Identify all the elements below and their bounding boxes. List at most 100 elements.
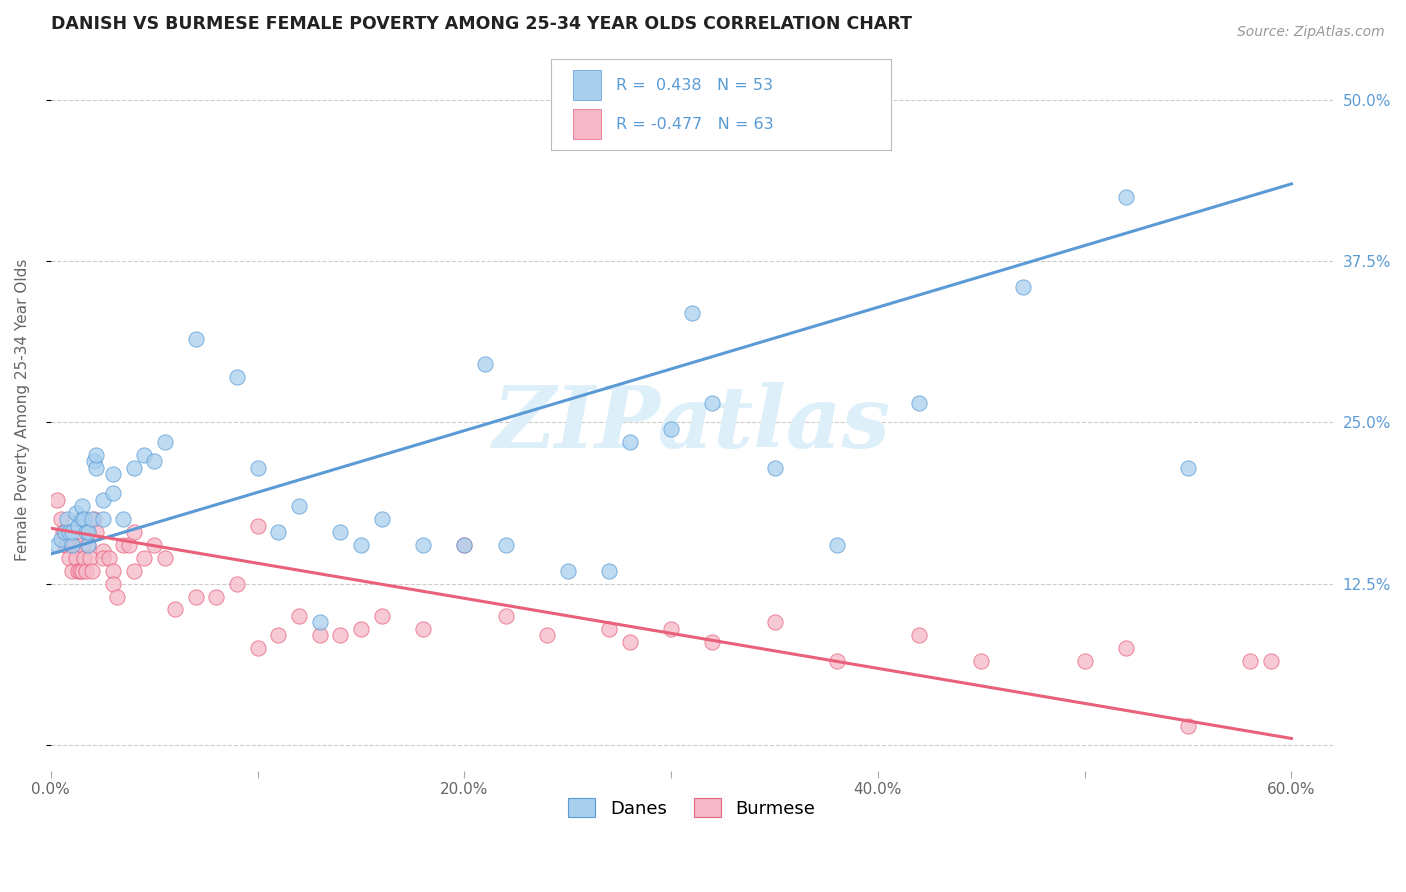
Point bbox=[1115, 641, 1137, 656]
Point bbox=[122, 525, 145, 540]
Point bbox=[69, 564, 91, 578]
Point bbox=[70, 512, 93, 526]
Point bbox=[60, 525, 83, 540]
Point bbox=[288, 608, 311, 623]
Point bbox=[246, 641, 269, 656]
Point bbox=[82, 564, 104, 578]
Point bbox=[412, 538, 434, 552]
Point bbox=[153, 434, 176, 449]
Point bbox=[226, 370, 249, 384]
Point bbox=[53, 525, 76, 540]
Point bbox=[62, 538, 84, 552]
Point bbox=[73, 512, 96, 526]
Point bbox=[536, 628, 558, 642]
Point bbox=[205, 590, 228, 604]
Y-axis label: Female Poverty Among 25-34 Year Olds: Female Poverty Among 25-34 Year Olds bbox=[15, 259, 30, 561]
Point bbox=[1177, 460, 1199, 475]
Point bbox=[681, 306, 703, 320]
Legend: Danes, Burmese: Danes, Burmese bbox=[560, 789, 824, 827]
Point bbox=[58, 525, 80, 540]
Point bbox=[1115, 190, 1137, 204]
Point bbox=[75, 525, 97, 540]
Point bbox=[91, 492, 114, 507]
Point bbox=[86, 460, 108, 475]
Point bbox=[1177, 718, 1199, 732]
Point bbox=[83, 512, 105, 526]
Point bbox=[143, 454, 166, 468]
Point bbox=[908, 628, 931, 642]
Point bbox=[619, 434, 641, 449]
Point bbox=[329, 525, 352, 540]
Point bbox=[143, 538, 166, 552]
Point bbox=[763, 460, 786, 475]
Point bbox=[329, 628, 352, 642]
Point bbox=[370, 512, 392, 526]
Point bbox=[763, 615, 786, 630]
Point bbox=[226, 576, 249, 591]
FancyBboxPatch shape bbox=[572, 109, 600, 139]
FancyBboxPatch shape bbox=[551, 59, 890, 150]
Point bbox=[659, 422, 682, 436]
Point bbox=[1239, 654, 1261, 668]
Point bbox=[65, 506, 87, 520]
Point bbox=[66, 564, 89, 578]
Point bbox=[1073, 654, 1095, 668]
Point bbox=[702, 634, 724, 648]
Point bbox=[97, 550, 120, 565]
Point bbox=[52, 525, 75, 540]
Text: ZIPatlas: ZIPatlas bbox=[492, 383, 891, 466]
Point bbox=[308, 628, 330, 642]
Point bbox=[118, 538, 141, 552]
Text: R = -0.477   N = 63: R = -0.477 N = 63 bbox=[616, 117, 773, 132]
Point bbox=[105, 590, 128, 604]
Point bbox=[412, 622, 434, 636]
FancyBboxPatch shape bbox=[572, 70, 600, 100]
Point bbox=[453, 538, 475, 552]
Point bbox=[82, 512, 104, 526]
Point bbox=[122, 564, 145, 578]
Point bbox=[101, 576, 124, 591]
Point bbox=[659, 622, 682, 636]
Point bbox=[60, 564, 83, 578]
Point bbox=[56, 538, 79, 552]
Point bbox=[77, 525, 100, 540]
Point bbox=[60, 538, 83, 552]
Point bbox=[246, 460, 269, 475]
Point bbox=[66, 518, 89, 533]
Point bbox=[77, 538, 100, 552]
Point bbox=[101, 486, 124, 500]
Text: DANISH VS BURMESE FEMALE POVERTY AMONG 25-34 YEAR OLDS CORRELATION CHART: DANISH VS BURMESE FEMALE POVERTY AMONG 2… bbox=[51, 15, 912, 33]
Point bbox=[1011, 280, 1033, 294]
Point bbox=[86, 525, 108, 540]
Point bbox=[46, 492, 69, 507]
Point bbox=[495, 608, 517, 623]
Point bbox=[73, 550, 96, 565]
Point bbox=[370, 608, 392, 623]
Point bbox=[58, 550, 80, 565]
Point bbox=[350, 538, 373, 552]
Point bbox=[184, 332, 207, 346]
Point bbox=[184, 590, 207, 604]
Point bbox=[163, 602, 186, 616]
Point bbox=[101, 564, 124, 578]
Point bbox=[51, 532, 73, 546]
Point bbox=[79, 550, 101, 565]
Point bbox=[86, 448, 108, 462]
Point bbox=[70, 564, 93, 578]
Point bbox=[91, 512, 114, 526]
Point bbox=[132, 448, 155, 462]
Point bbox=[70, 500, 93, 514]
Point bbox=[908, 396, 931, 410]
Point bbox=[474, 358, 496, 372]
Point bbox=[77, 525, 100, 540]
Point bbox=[619, 634, 641, 648]
Point bbox=[77, 538, 100, 552]
Point bbox=[112, 512, 135, 526]
Point bbox=[825, 654, 848, 668]
Text: R =  0.438   N = 53: R = 0.438 N = 53 bbox=[616, 78, 773, 93]
Point bbox=[557, 564, 579, 578]
Point bbox=[598, 564, 620, 578]
Point bbox=[702, 396, 724, 410]
Point bbox=[101, 467, 124, 481]
Point bbox=[70, 538, 93, 552]
